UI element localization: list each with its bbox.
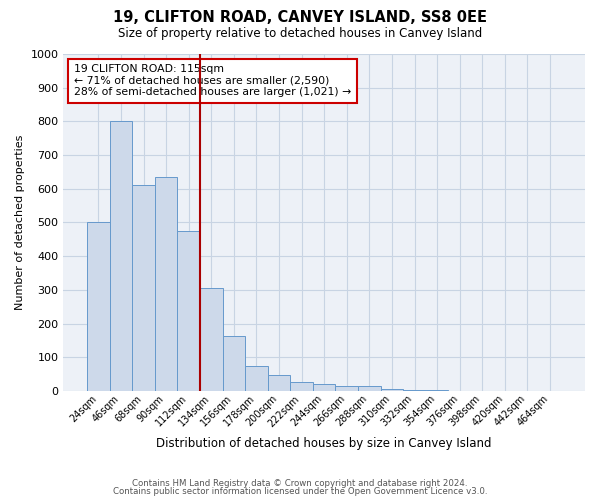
- Bar: [245, 366, 268, 391]
- Text: Contains public sector information licensed under the Open Government Licence v3: Contains public sector information licen…: [113, 487, 487, 496]
- Bar: [132, 186, 155, 391]
- Bar: [335, 386, 358, 391]
- Bar: [290, 382, 313, 391]
- Bar: [358, 386, 380, 391]
- Bar: [223, 336, 245, 391]
- Bar: [313, 384, 335, 391]
- Bar: [426, 390, 448, 391]
- Text: 19, CLIFTON ROAD, CANVEY ISLAND, SS8 0EE: 19, CLIFTON ROAD, CANVEY ISLAND, SS8 0EE: [113, 10, 487, 25]
- Bar: [110, 122, 132, 391]
- Y-axis label: Number of detached properties: Number of detached properties: [15, 135, 25, 310]
- Text: 19 CLIFTON ROAD: 115sqm
← 71% of detached houses are smaller (2,590)
28% of semi: 19 CLIFTON ROAD: 115sqm ← 71% of detache…: [74, 64, 351, 98]
- Text: Contains HM Land Registry data © Crown copyright and database right 2024.: Contains HM Land Registry data © Crown c…: [132, 478, 468, 488]
- X-axis label: Distribution of detached houses by size in Canvey Island: Distribution of detached houses by size …: [157, 437, 492, 450]
- Bar: [155, 177, 178, 391]
- Bar: [403, 390, 426, 391]
- Bar: [268, 375, 290, 391]
- Bar: [380, 389, 403, 391]
- Bar: [178, 231, 200, 391]
- Text: Size of property relative to detached houses in Canvey Island: Size of property relative to detached ho…: [118, 28, 482, 40]
- Bar: [200, 288, 223, 391]
- Bar: [87, 222, 110, 391]
